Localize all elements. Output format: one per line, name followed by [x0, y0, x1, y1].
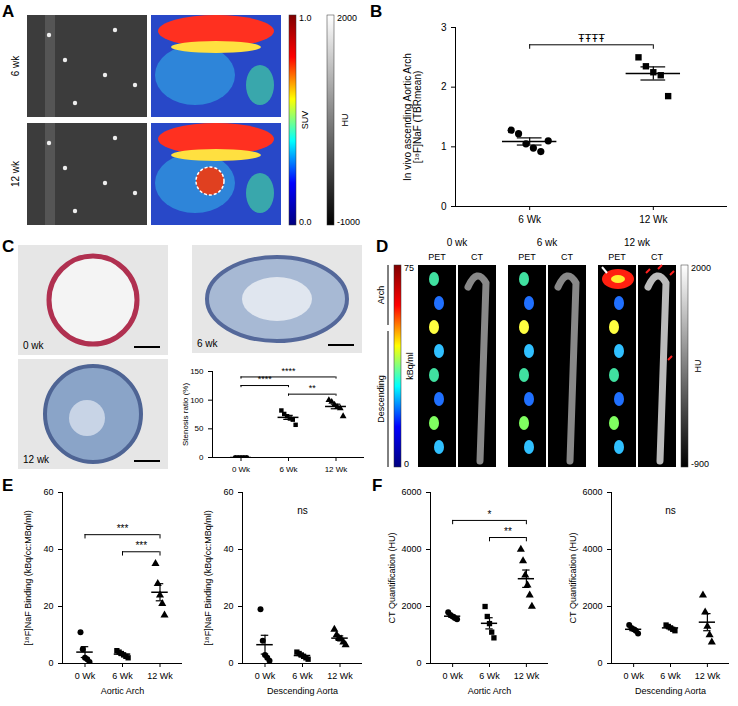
svg-text:6 Wk: 6 Wk	[279, 465, 298, 474]
svg-text:2000: 2000	[401, 601, 421, 611]
svg-text:CT: CT	[471, 252, 483, 262]
html-text:D: D	[376, 237, 389, 256]
svg-text:0: 0	[441, 201, 447, 212]
svg-text:****: ****	[281, 366, 296, 376]
svg-text:HU: HU	[340, 114, 350, 127]
svg-text:0: 0	[48, 658, 53, 668]
svg-text:2000: 2000	[691, 263, 711, 273]
svg-text:0.0: 0.0	[299, 217, 312, 227]
svg-text:6 wk: 6 wk	[537, 237, 559, 248]
svg-text:kBq/ml: kBq/ml	[405, 352, 415, 380]
svg-text:[¹⁸F]NaF Binding (kBq/cc:MBq/m: [¹⁸F]NaF Binding (kBq/cc:MBq/ml)	[203, 510, 213, 645]
svg-text:0 Wk: 0 Wk	[623, 671, 644, 681]
svg-text:****: ****	[258, 374, 273, 384]
svg-text:6 Wk: 6 Wk	[518, 214, 542, 225]
svg-text:6 Wk: 6 Wk	[479, 671, 500, 681]
svg-text:3: 3	[441, 22, 447, 33]
svg-text:4000: 4000	[582, 544, 602, 554]
svg-text:0 Wk: 0 Wk	[255, 671, 276, 681]
svg-text:Descending Aorta: Descending Aorta	[267, 686, 338, 696]
svg-text:0 Wk: 0 Wk	[75, 671, 96, 681]
svg-text:12 Wk: 12 Wk	[695, 671, 721, 681]
svg-text:ŦŦŦŦ: ŦŦŦŦ	[578, 32, 605, 44]
svg-text:12 Wk: 12 Wk	[639, 214, 668, 225]
svg-text:6 wk: 6 wk	[197, 338, 219, 349]
svg-text:0: 0	[228, 658, 233, 668]
svg-text:12 Wk: 12 Wk	[325, 465, 349, 474]
svg-text:*: *	[488, 509, 492, 520]
svg-text:40: 40	[43, 544, 53, 554]
svg-text:0: 0	[404, 459, 409, 469]
svg-text:CT Quantification (HU): CT Quantification (HU)	[387, 533, 397, 624]
svg-text:6 wk: 6 wk	[10, 55, 21, 77]
svg-text:6 Wk: 6 Wk	[660, 671, 681, 681]
svg-text:2: 2	[441, 81, 447, 92]
svg-text:-1000: -1000	[337, 217, 360, 227]
html-text:A: A	[2, 2, 15, 21]
svg-text:CT Quantification (HU): CT Quantification (HU)	[568, 533, 578, 624]
svg-text:50: 50	[195, 424, 204, 433]
svg-text:6 Wk: 6 Wk	[112, 671, 133, 681]
svg-text:0: 0	[416, 658, 421, 668]
svg-text:[¹⁸F]NaF Binding (kBq/cc:MBq/m: [¹⁸F]NaF Binding (kBq/cc:MBq/ml)	[23, 510, 33, 645]
svg-text:6000: 6000	[582, 487, 602, 497]
svg-text:0: 0	[199, 453, 204, 462]
svg-text:Stenosis ratio (%): Stenosis ratio (%)	[181, 383, 190, 446]
svg-text:75: 75	[404, 263, 414, 273]
svg-text:ns: ns	[297, 505, 308, 516]
svg-text:2000: 2000	[582, 601, 602, 611]
svg-text:20: 20	[43, 601, 53, 611]
svg-text:2000: 2000	[337, 13, 357, 23]
svg-text:0 Wk: 0 Wk	[232, 465, 251, 474]
svg-text:CT: CT	[651, 252, 663, 262]
svg-text:SUV: SUV	[300, 111, 310, 130]
svg-text:CT: CT	[561, 252, 573, 262]
svg-text:Descending: Descending	[376, 375, 386, 423]
svg-text:40: 40	[223, 544, 233, 554]
svg-text:ns: ns	[665, 505, 676, 516]
svg-text:HU: HU	[693, 360, 703, 373]
svg-text:0: 0	[597, 658, 602, 668]
html-text:C: C	[2, 237, 15, 256]
svg-text:1.0: 1.0	[299, 13, 312, 23]
svg-text:***: ***	[135, 540, 147, 551]
svg-text:-900: -900	[691, 459, 709, 469]
html-text:E: E	[2, 476, 14, 495]
svg-text:0 Wk: 0 Wk	[442, 671, 463, 681]
svg-text:Descending Aorta: Descending Aorta	[635, 686, 706, 696]
svg-text:60: 60	[223, 487, 233, 497]
svg-text:4000: 4000	[401, 544, 421, 554]
svg-text:In vivo ascending Aortic Arch[: In vivo ascending Aortic Arch[¹⁸F]NaF (T…	[402, 53, 423, 181]
html-text:B: B	[370, 2, 383, 21]
svg-text:20: 20	[223, 601, 233, 611]
svg-text:12 wk: 12 wk	[23, 454, 50, 465]
svg-text:6000: 6000	[401, 487, 421, 497]
svg-text:Aortic Arch: Aortic Arch	[101, 686, 145, 696]
svg-text:PET: PET	[518, 252, 536, 262]
svg-text:12 wk: 12 wk	[624, 237, 651, 248]
svg-text:**: **	[504, 526, 512, 537]
svg-text:12 Wk: 12 Wk	[147, 671, 173, 681]
html-text:F: F	[372, 476, 383, 495]
svg-text:Aortic Arch: Aortic Arch	[468, 686, 512, 696]
svg-text:150: 150	[190, 367, 204, 376]
svg-text:**: **	[309, 383, 317, 393]
svg-text:12 Wk: 12 Wk	[514, 671, 540, 681]
svg-text:1: 1	[441, 141, 447, 152]
svg-text:PET: PET	[608, 252, 626, 262]
svg-text:0 wk: 0 wk	[447, 237, 469, 248]
svg-text:0 wk: 0 wk	[23, 340, 45, 351]
svg-text:PET: PET	[428, 252, 446, 262]
svg-text:6 Wk: 6 Wk	[292, 671, 313, 681]
svg-text:***: ***	[117, 523, 129, 534]
svg-text:12 Wk: 12 Wk	[327, 671, 353, 681]
svg-text:12 wk: 12 wk	[10, 160, 21, 187]
svg-text:60: 60	[43, 487, 53, 497]
svg-text:100: 100	[190, 396, 204, 405]
svg-text:Arch: Arch	[376, 286, 386, 305]
